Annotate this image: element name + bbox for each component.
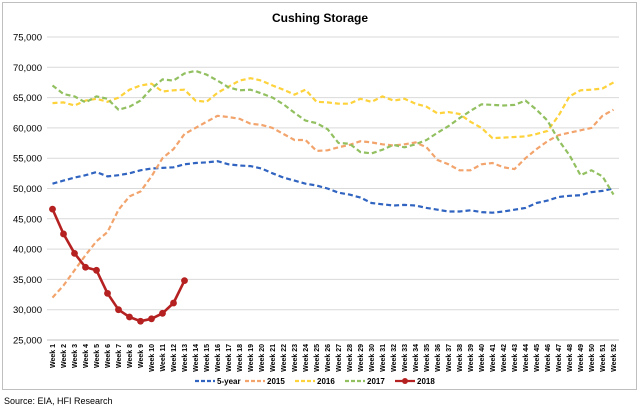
chart-frame <box>2 2 637 390</box>
x-tick-label: Week 50 <box>589 344 596 372</box>
y-tick-label: 30,000 <box>13 305 42 316</box>
x-tick-label: Week 21 <box>270 344 277 372</box>
x-tick-label: Week 31 <box>380 344 387 372</box>
y-tick-label: 70,000 <box>13 63 42 74</box>
data-point <box>170 299 177 307</box>
x-tick-label: Week 32 <box>391 344 398 372</box>
x-tick-label: Week 17 <box>226 344 233 372</box>
x-tick-label: Week 20 <box>259 344 266 372</box>
x-tick-label: Week 49 <box>578 344 585 372</box>
x-tick-label: Week 38 <box>457 344 464 372</box>
x-tick-label: Week 18 <box>237 344 244 372</box>
y-tick-label: 40,000 <box>13 245 42 256</box>
data-point <box>71 249 78 257</box>
x-tick-label: Week 35 <box>424 344 431 372</box>
legend-label: 2017 <box>367 377 385 386</box>
x-tick-label: Week 7 <box>116 344 123 368</box>
data-point <box>115 306 122 314</box>
x-tick-label: Week 45 <box>534 344 541 372</box>
series-line <box>52 77 615 140</box>
y-tick-label: 45,000 <box>13 214 42 225</box>
data-point <box>60 230 67 238</box>
legend-label: 2015 <box>267 377 285 386</box>
x-tick-label: Week 36 <box>435 344 442 372</box>
y-tick-label: 60,000 <box>13 123 42 134</box>
x-tick-label: Week 43 <box>512 344 519 372</box>
chart-title: Cushing Storage <box>272 11 368 25</box>
y-tick-label: 35,000 <box>13 275 42 286</box>
x-tick-label: Week 12 <box>171 344 178 372</box>
data-point <box>159 309 166 317</box>
legend-marker <box>402 378 408 384</box>
x-tick-label: Week 10 <box>149 344 156 372</box>
x-tick-label: Week 30 <box>369 344 376 372</box>
x-tick-label: Week 9 <box>138 344 145 368</box>
source: Source: EIA, HFI Research <box>4 396 113 406</box>
x-tick-label: Week 34 <box>413 344 420 372</box>
x-tick-label: Week 6 <box>105 344 112 368</box>
x-tick-label: Week 41 <box>490 344 497 372</box>
x-tick-label: Week 15 <box>204 344 211 372</box>
data-point <box>82 263 89 271</box>
x-tick-label: Week 8 <box>127 344 134 368</box>
data-point <box>104 289 111 297</box>
x-tick-label: Week 42 <box>501 344 508 372</box>
legend-label: 2016 <box>317 377 335 386</box>
legend-label: 2018 <box>417 377 435 386</box>
x-tick-label: Week 39 <box>468 344 475 372</box>
x-tick-label: Week 37 <box>446 344 453 372</box>
x-tick-label: Week 51 <box>600 344 607 372</box>
x-tick-label: Week 25 <box>314 344 321 372</box>
x-tick-label: Week 3 <box>72 344 79 368</box>
x-tick-label: Week 19 <box>248 344 255 372</box>
x-tick-label: Week 40 <box>479 344 486 372</box>
x-tick-label: Week 29 <box>358 344 365 372</box>
data-point <box>148 315 155 323</box>
x-tick-label: Week 47 <box>556 344 563 372</box>
x-tick-label: Week 24 <box>303 344 310 372</box>
y-tick-label: 75,000 <box>13 33 42 44</box>
series-line <box>51 108 615 299</box>
x-tick-label: Week 28 <box>347 344 354 372</box>
series-line <box>52 160 614 214</box>
data-point <box>181 277 188 285</box>
y-tick-label: 65,000 <box>13 93 42 104</box>
x-tick-label: Week 52 <box>611 344 618 372</box>
y-tick-label: 50,000 <box>13 184 42 195</box>
data-point <box>126 313 133 321</box>
x-tick-label: Week 33 <box>402 344 409 372</box>
x-tick-label: Week 27 <box>336 344 343 372</box>
x-tick-label: Week 26 <box>325 344 332 372</box>
data-point <box>49 205 56 213</box>
x-tick-label: Week 16 <box>215 344 222 372</box>
x-tick-label: Week 48 <box>567 344 574 372</box>
x-tick-label: Week 46 <box>545 344 552 372</box>
series-line <box>51 69 615 196</box>
x-tick-label: Week 5 <box>94 344 101 368</box>
x-tick-label: Week 11 <box>160 344 167 372</box>
x-tick-label: Week 1 <box>50 344 57 368</box>
x-tick-label: Week 44 <box>523 344 530 372</box>
data-point <box>93 266 100 274</box>
x-tick-label: Week 4 <box>83 344 90 368</box>
x-tick-label: Week 14 <box>193 344 200 372</box>
x-tick-label: Week 13 <box>182 344 189 372</box>
y-tick-label: 55,000 <box>13 154 42 165</box>
x-tick-label: Week 2 <box>61 344 68 368</box>
x-tick-label: Week 22 <box>281 344 288 372</box>
data-point <box>137 317 144 325</box>
y-tick-label: 25,000 <box>13 336 42 347</box>
legend-label: 5-year <box>217 377 241 386</box>
x-tick-label: Week 23 <box>292 344 299 372</box>
